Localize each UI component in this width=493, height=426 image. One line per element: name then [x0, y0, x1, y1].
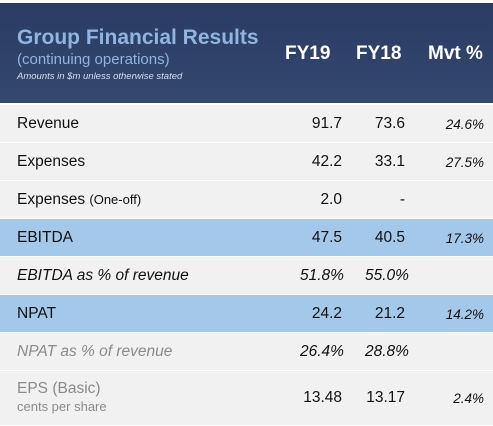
row-label: NPAT as % of revenue	[17, 343, 173, 360]
fy18-value: 21.2	[374, 305, 405, 322]
row-revenue: Revenue 91.7 73.6 24.6%	[0, 105, 493, 143]
mvt-value: 2.4%	[453, 391, 484, 406]
fy18-value: 55.0%	[365, 267, 409, 284]
row-label-main: Expenses	[17, 191, 86, 208]
row-npat-margin: NPAT as % of revenue 26.4% 28.8%	[0, 333, 493, 371]
fy18-value: -	[399, 191, 405, 208]
column-header-mvt: Mvt %	[428, 43, 483, 64]
table-title: Group Financial Results	[17, 26, 259, 49]
column-header-fy19: FY19	[285, 43, 331, 64]
row-label: Revenue	[17, 115, 80, 132]
row-npat: NPAT 24.2 21.2 14.2%	[0, 295, 493, 333]
fy18-value: 28.8%	[365, 343, 409, 360]
fy18-value: 13.17	[366, 389, 405, 406]
row-label-suffix: (One-off)	[89, 192, 142, 207]
row-label: EPS (Basic)	[17, 380, 101, 397]
row-expenses: Expenses 42.2 33.1 27.5%	[0, 143, 493, 181]
column-header-fy18: FY18	[356, 43, 402, 64]
table-subtitle: (continuing operations)	[17, 51, 170, 68]
table-header: Group Financial Results (continuing oper…	[0, 0, 493, 103]
mvt-value: 17.3%	[445, 231, 484, 246]
row-label: EBITDA as % of revenue	[17, 267, 189, 284]
fy19-value: 2.0	[320, 191, 342, 208]
row-label-sub: cents per share	[17, 399, 107, 414]
mvt-value: 24.6%	[445, 117, 484, 132]
fy19-value: 42.2	[311, 153, 342, 170]
row-expenses-one-off: Expenses (One-off) 2.0 -	[0, 181, 493, 219]
row-ebitda-margin: EBITDA as % of revenue 51.8% 55.0%	[0, 257, 493, 295]
row-label: EBITDA	[17, 229, 73, 246]
fy18-value: 40.5	[374, 229, 405, 246]
fy18-value: 33.1	[374, 153, 405, 170]
row-label: Expenses (One-off)	[17, 191, 141, 209]
fy19-value: 26.4%	[300, 343, 344, 360]
fy19-value: 24.2	[311, 305, 342, 322]
fy19-value: 51.8%	[300, 267, 344, 284]
mvt-value: 14.2%	[445, 307, 484, 322]
table-note: Amounts in $m unless otherwise stated	[17, 71, 183, 82]
row-ebitda: EBITDA 47.5 40.5 17.3%	[0, 219, 493, 257]
fy19-value: 91.7	[311, 115, 342, 132]
row-label: NPAT	[17, 305, 57, 322]
mvt-value: 27.5%	[445, 155, 484, 170]
fy19-value: 13.48	[303, 389, 342, 406]
fy19-value: 47.5	[311, 229, 342, 246]
fy18-value: 73.6	[374, 115, 405, 132]
row-eps: EPS (Basic) cents per share 13.48 13.17 …	[0, 371, 493, 426]
row-label: Expenses	[17, 153, 86, 170]
